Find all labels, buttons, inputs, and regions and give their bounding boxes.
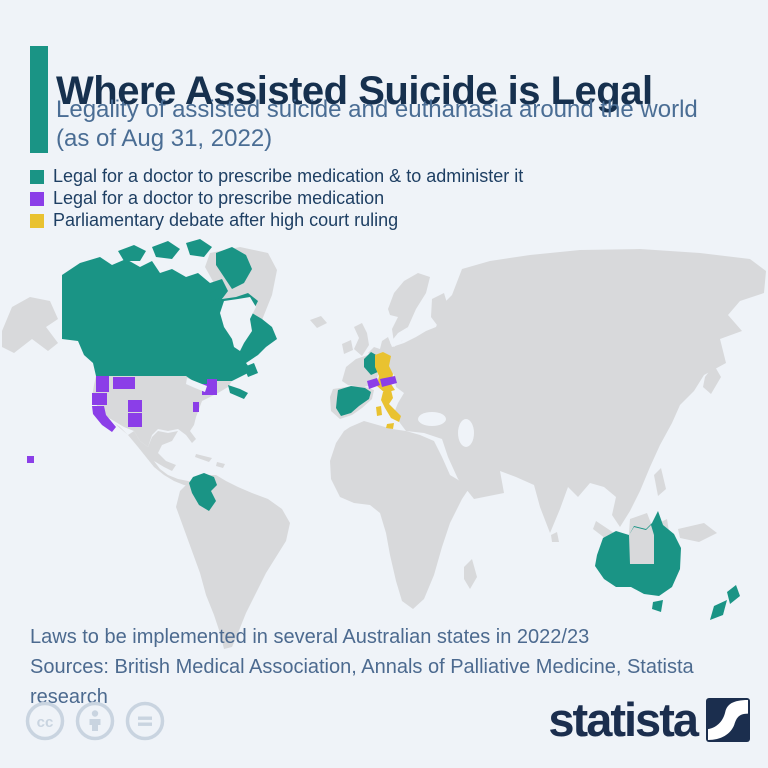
statista-logo[interactable]: statista <box>548 696 750 743</box>
map-water-baltic-sea <box>390 327 408 347</box>
legend-label: Legal for a doctor to prescribe medicati… <box>53 166 524 186</box>
map-region-northern-territory <box>629 525 654 564</box>
footer-notes: Laws to be implemented in several Austra… <box>30 622 768 712</box>
map-region-us-new-jersey <box>193 402 199 412</box>
map-region-spain <box>336 386 371 416</box>
map-region-switzerland <box>367 378 380 389</box>
map-region-us-oregon <box>92 393 107 405</box>
map-region-alaska <box>2 297 58 353</box>
map-region-africa <box>330 421 470 609</box>
map-region-canada <box>62 257 277 387</box>
map-regions-prescribe <box>27 376 397 463</box>
map-region-italy <box>381 390 401 422</box>
map-region-new-zealand-south <box>710 600 727 620</box>
map-water-caspian-sea <box>458 419 474 447</box>
map-region-colombia <box>189 473 217 511</box>
map-region-baffin-island <box>216 247 252 289</box>
map-region-mexico-central-america <box>114 423 196 487</box>
map-region-south-america <box>176 475 290 649</box>
map-region-us-new-mexico <box>128 413 142 427</box>
map-region-us-montana <box>113 377 135 389</box>
legend-swatch-teal <box>30 169 44 184</box>
world-map <box>0 235 768 650</box>
cc-icon[interactable]: cc <box>24 700 66 742</box>
map-region-newfoundland <box>244 363 258 377</box>
map-region-madagascar <box>464 559 477 589</box>
map-region-us-maine <box>207 379 217 395</box>
map-region-nova-scotia <box>228 385 248 399</box>
map-region-new-zealand-north <box>727 585 740 604</box>
map-region-eurasia <box>368 249 766 533</box>
map-water-hudson-bay <box>220 297 256 351</box>
map-region-us-california <box>92 406 116 432</box>
map-region-sri-lanka <box>551 532 559 542</box>
map-region-hispaniola <box>216 462 225 468</box>
map-region-us-washington <box>96 376 109 392</box>
legend: Legal for a doctor to prescribe medicati… <box>30 166 524 235</box>
map-region-scandinavia <box>388 273 430 343</box>
map-region-ireland <box>342 340 353 354</box>
map-water-great-lakes <box>186 378 207 392</box>
map-region-great-britain <box>354 323 369 356</box>
footer-note: Laws to be implemented in several Austra… <box>30 626 590 648</box>
map-region-sardinia <box>376 406 382 416</box>
map-regions-prescribe-administer <box>62 239 740 620</box>
map-region-usa <box>92 376 232 447</box>
statista-logo-mark <box>706 697 750 742</box>
legend-swatch-purple <box>30 191 44 206</box>
map-region-us-hawaii <box>27 456 34 463</box>
map-region-new-guinea <box>678 523 717 542</box>
map-region-cuba <box>195 454 212 462</box>
map-region-tasmania <box>652 600 663 612</box>
legend-item-parliamentary-debate: Parliamentary debate after high court ru… <box>30 210 523 230</box>
map-region-austria <box>380 376 397 387</box>
legend-swatch-yellow <box>30 213 44 228</box>
svg-text:cc: cc <box>37 714 54 731</box>
legend-item-prescribe-administer: Legal for a doctor to prescribe medicati… <box>30 166 524 186</box>
map-water-black-sea <box>418 412 446 426</box>
map-region-philippines <box>654 468 666 496</box>
cc-nd-equals-icon[interactable] <box>124 700 166 742</box>
legend-item-prescribe: Legal for a doctor to prescribe medicati… <box>30 188 523 208</box>
map-water-cutouts <box>186 297 474 447</box>
cc-by-person-icon[interactable] <box>74 700 116 742</box>
license-icons[interactable]: cc <box>24 700 166 742</box>
page-title: Where Assisted Suicide is Legal <box>56 68 653 113</box>
title-accent-bar <box>30 46 48 153</box>
map-region-japan <box>703 365 721 394</box>
map-region-sicily <box>386 423 394 429</box>
legend-label: Legal for a doctor to prescribe medicati… <box>53 188 385 208</box>
legend-label: Parliamentary debate after high court ru… <box>53 210 399 230</box>
map-region-iceland <box>310 316 327 328</box>
page-subtitle: Legality of assisted suicide and euthana… <box>56 96 698 153</box>
statista-wordmark: statista <box>548 693 699 746</box>
map-region-us-colorado <box>128 400 142 412</box>
